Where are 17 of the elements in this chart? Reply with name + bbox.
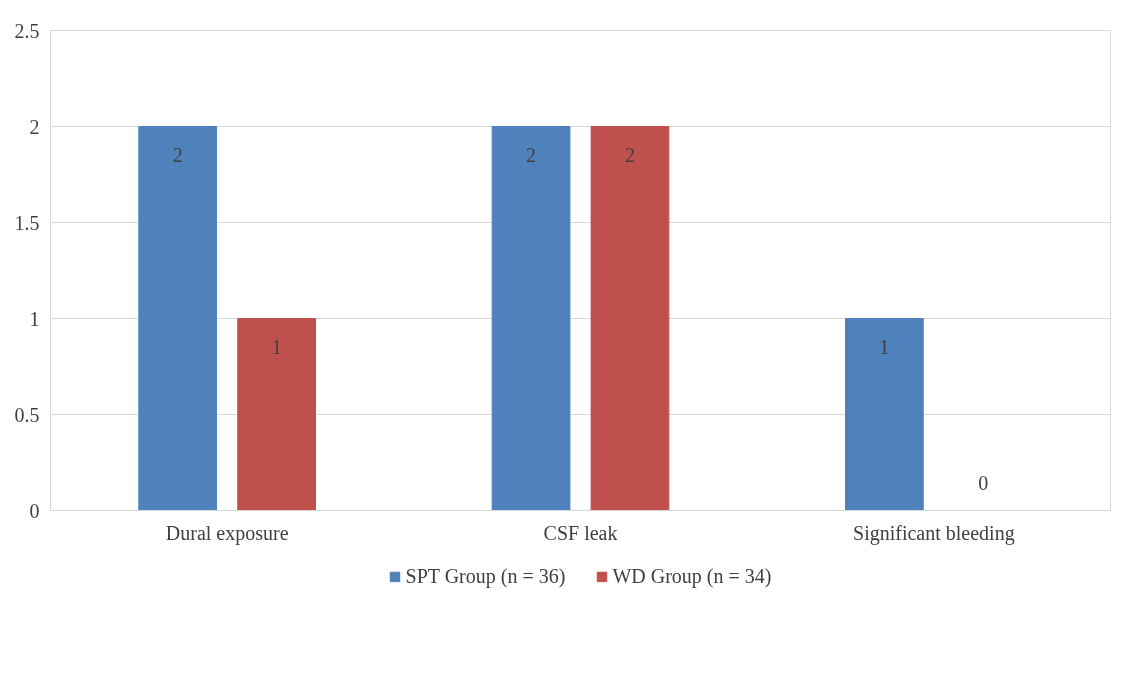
x-tick-label: Dural exposure	[165, 521, 289, 545]
data-label: 1	[879, 335, 890, 358]
data-label: 0	[978, 471, 989, 494]
y-tick-label: 2.5	[14, 19, 40, 42]
data-label: 2	[526, 143, 537, 166]
x-tick-label: Significant bleeding	[853, 521, 1015, 545]
legend-label: WD Group (n = 34)	[612, 564, 772, 588]
y-tick-label: 0.5	[14, 403, 40, 426]
legend-label: SPT Group (n = 36)	[405, 564, 566, 588]
x-tick-label: CSF leak	[543, 521, 618, 544]
y-tick-label: 1	[29, 307, 40, 330]
data-label: 2	[624, 143, 635, 166]
y-tick-label: 0	[29, 499, 40, 522]
data-label: 1	[271, 335, 282, 358]
y-tick-label: 2	[29, 115, 40, 138]
y-tick-label: 1.5	[14, 211, 40, 234]
data-label: 2	[172, 143, 183, 166]
